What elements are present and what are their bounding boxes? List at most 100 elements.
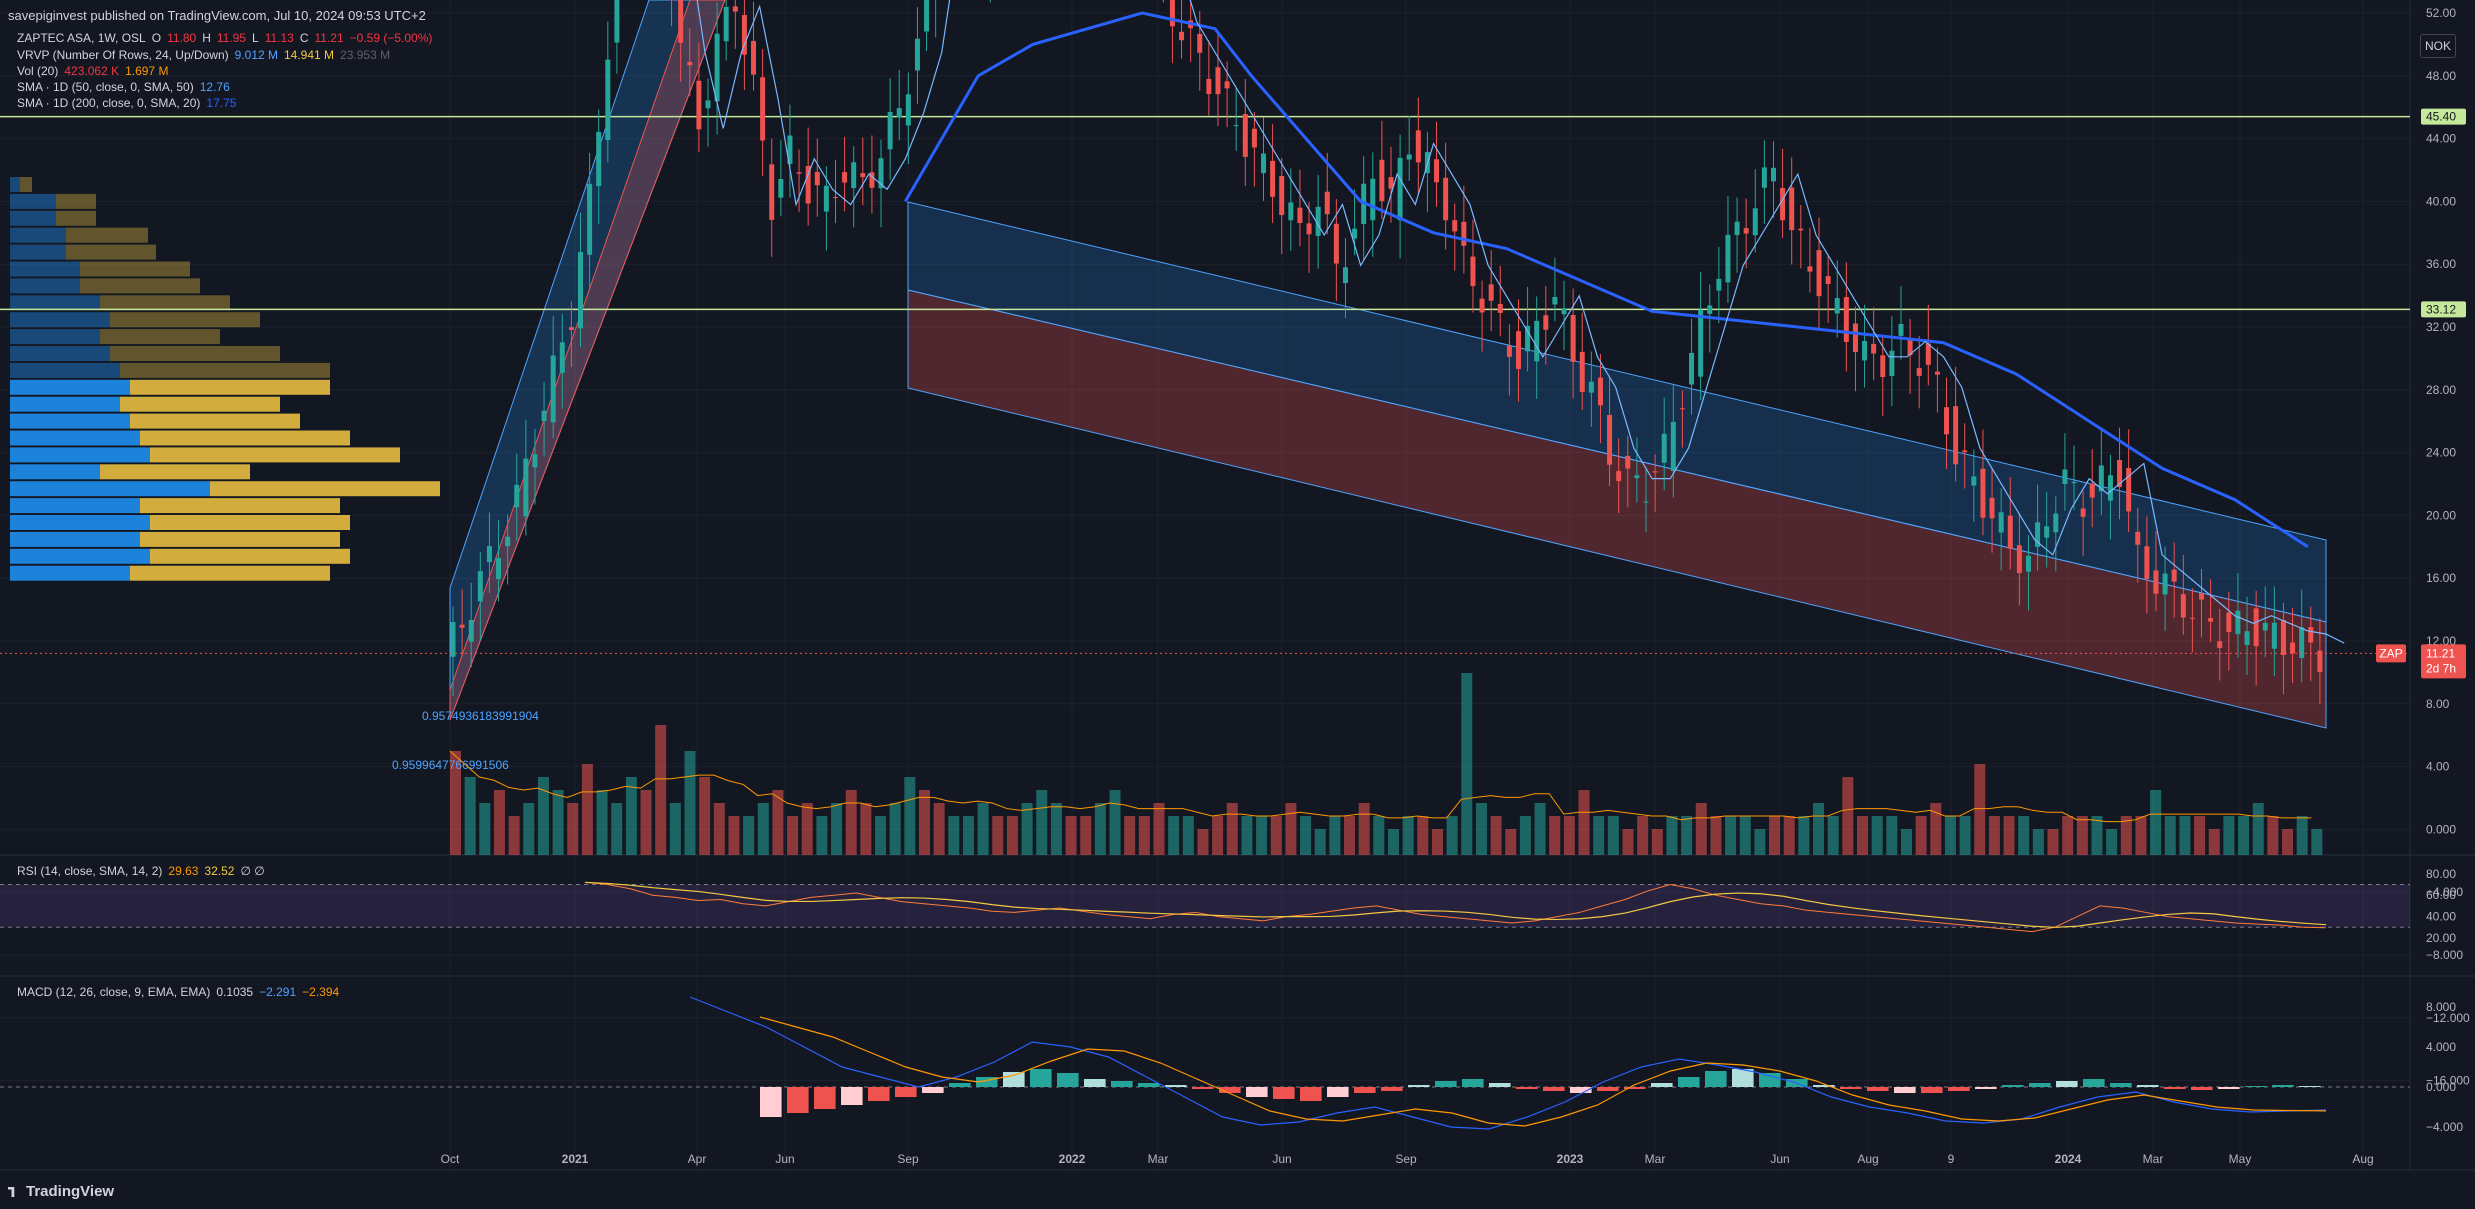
candle-body (2126, 468, 2132, 512)
vrvp-up-bar (10, 481, 210, 497)
macd-histogram-bar (1921, 1087, 1943, 1093)
vrvp-up-bar (10, 515, 150, 530)
candle-body (1579, 351, 1585, 393)
candle-body (751, 40, 757, 75)
fib-annotation-2: 0.9599647766991506 (392, 758, 509, 772)
macd-histogram-bar (1867, 1087, 1889, 1091)
candle-body (2171, 569, 2177, 582)
price-tick-label: 0.000 (2426, 822, 2456, 836)
candle-body (1634, 475, 1640, 479)
vrvp-up-bar (10, 278, 80, 294)
sma50-label: SMA · 1D (50, close, 0, SMA, 50) (17, 80, 194, 94)
volume-bar (508, 816, 520, 855)
candle-body (1834, 298, 1840, 314)
volume-bar (1666, 816, 1678, 855)
candle-body (760, 77, 766, 141)
price-tick-label: 36.00 (2426, 257, 2456, 271)
volume-bar (875, 816, 887, 855)
volume-bar (655, 725, 667, 855)
candle-body (2271, 622, 2277, 649)
volume-bar (801, 803, 813, 855)
rsi-legend[interactable]: RSI (14, close, SMA, 14, 2) 29.63 32.52 ∅ ∅ (17, 864, 271, 878)
volume-bar (2091, 816, 2103, 855)
candle-body (1652, 471, 1658, 473)
candle-body (1370, 178, 1376, 221)
rsi-line (584, 881, 2327, 933)
macd-histogram-bar (1354, 1087, 1376, 1093)
volume-bar (1109, 790, 1121, 855)
rsi-value-1: 29.63 (168, 864, 199, 878)
candle-body (2226, 612, 2232, 632)
candle-body (1342, 267, 1348, 284)
candle-body (2007, 515, 2013, 549)
volume-bar (1607, 816, 1619, 855)
vrvp-up-bar (10, 413, 130, 429)
time-tick-label: Jun (1272, 1152, 1291, 1166)
volume-bar (596, 790, 608, 855)
volume-bar (713, 803, 725, 855)
vrvp-legend[interactable]: VRVP (Number Of Rows, 24, Up/Down) 9.012 … (17, 48, 396, 62)
volume-bar (2135, 816, 2147, 855)
candle-body (723, 6, 729, 42)
candle-body (1889, 350, 1895, 377)
vol-legend[interactable]: Vol (20) 423.062 K 1.697 M (17, 64, 174, 78)
price-tick-label: 16.00 (2426, 571, 2456, 585)
macd-histogram-bar (1570, 1087, 1592, 1093)
volume-bar (1695, 803, 1707, 855)
candle-body (1734, 221, 1740, 236)
macd-histogram-bar (2245, 1086, 2267, 1087)
volume-bar (1094, 803, 1106, 855)
level-tag-text: 33.12 (2426, 302, 2456, 316)
volume-bar (1578, 790, 1590, 855)
currency-button[interactable]: NOK (2420, 34, 2456, 58)
candle-body (523, 458, 529, 517)
volume-bar (2106, 829, 2118, 855)
candle-body (924, 0, 930, 32)
volume-bar (493, 790, 505, 855)
volume-bar (2003, 816, 2015, 855)
tradingview-brand[interactable]: TradingView (8, 1183, 114, 1200)
macd-tick-label: 0.000 (2426, 1080, 2456, 1094)
candle-body (550, 355, 556, 423)
vrvp-up-bar (10, 464, 100, 480)
candle-body (914, 38, 920, 71)
vrvp-down-bar (150, 515, 350, 530)
candle-body (1270, 160, 1276, 197)
volume-bar (2179, 816, 2191, 855)
candle-body (1807, 266, 1813, 272)
rsi-tick-label: 60.00 (2426, 888, 2456, 902)
volume-bar (962, 816, 974, 855)
level-tag-text: 45.40 (2426, 110, 2456, 124)
macd-histogram-bar (1705, 1071, 1727, 1087)
volume-bar (2047, 829, 2059, 855)
candle-body (496, 558, 502, 580)
volume-bar (1725, 816, 1737, 855)
candle-body (486, 546, 492, 563)
candle-body (832, 197, 838, 199)
symbol-legend[interactable]: ZAPTEC ASA, 1W, OSL O 11.80 H 11.95 L 11.13 C 11… (17, 31, 438, 45)
candle-body (705, 100, 711, 109)
candle-body (896, 108, 902, 118)
price-tick-label: 28.00 (2426, 383, 2456, 397)
volume-bar (2062, 816, 2074, 855)
macd-histogram-bar (1840, 1087, 1862, 1089)
macd-histogram-bar (1030, 1069, 1052, 1087)
volume-bar (2238, 816, 2250, 855)
candle-body (587, 183, 593, 255)
macd-legend[interactable]: MACD (12, 26, close, 9, EMA, EMA) 0.1035−… (17, 985, 345, 999)
candle-body (1543, 315, 1549, 330)
candle-body (2144, 546, 2150, 579)
sma200-legend[interactable]: SMA · 1D (200, close, 0, SMA, 20) 17.75 (17, 96, 242, 110)
candle-body (559, 342, 565, 373)
candle-body (860, 173, 866, 178)
volume-bar (1329, 816, 1341, 855)
macd-histogram-bar (1138, 1083, 1160, 1087)
macd-histogram-bar (1165, 1085, 1187, 1087)
volume-bar (1446, 816, 1458, 855)
volume-bar (1563, 816, 1575, 855)
candle-body (1470, 256, 1476, 287)
price-tick-label: 52.00 (2426, 6, 2456, 20)
candle-body (2153, 570, 2159, 594)
sma50-legend[interactable]: SMA · 1D (50, close, 0, SMA, 50) 12.76 (17, 80, 236, 94)
